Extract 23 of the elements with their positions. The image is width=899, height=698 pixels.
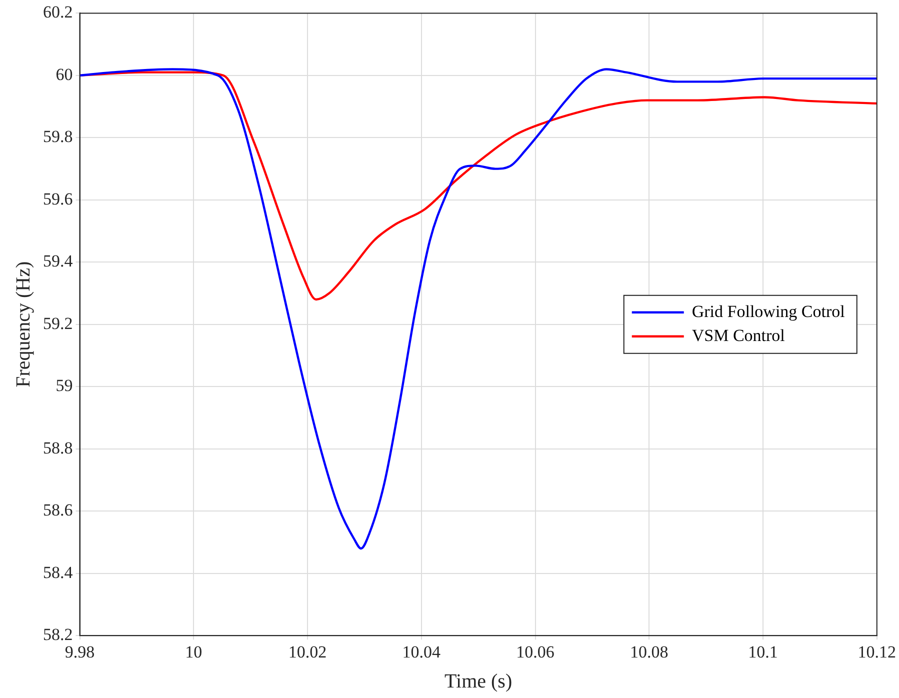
- y-tick-label: 59.6: [43, 189, 73, 208]
- y-tick-label: 59: [56, 376, 73, 396]
- y-tick-label: 58.4: [43, 562, 74, 582]
- legend-label: Grid Following Cotrol: [692, 302, 846, 321]
- y-tick-label: 59.4: [43, 252, 74, 271]
- x-tick-label: 10.04: [402, 642, 441, 662]
- x-tick-label: 10.02: [288, 642, 327, 662]
- legend-label: VSM Control: [692, 326, 786, 345]
- x-tick-label: 10.12: [858, 642, 896, 662]
- x-tick-label: 10: [185, 642, 202, 662]
- y-axis-title: Frequency (Hz): [12, 261, 34, 388]
- x-axis-title: Time (s): [444, 670, 512, 692]
- x-tick-label: 10.08: [630, 642, 668, 662]
- y-tick-label: 58.6: [43, 500, 73, 520]
- y-tick-label: 59.2: [43, 314, 73, 333]
- y-tick-label: 58.2: [43, 625, 73, 644]
- x-tick-label: 10.1: [748, 642, 778, 662]
- y-tick-label: 59.8: [43, 127, 73, 146]
- y-tick-label: 60.2: [43, 2, 73, 22]
- x-tick-label: 9.98: [64, 642, 95, 662]
- y-tick-label: 58.8: [43, 438, 73, 458]
- y-tick-label: 60: [56, 64, 73, 84]
- x-tick-label: 10.06: [516, 642, 554, 662]
